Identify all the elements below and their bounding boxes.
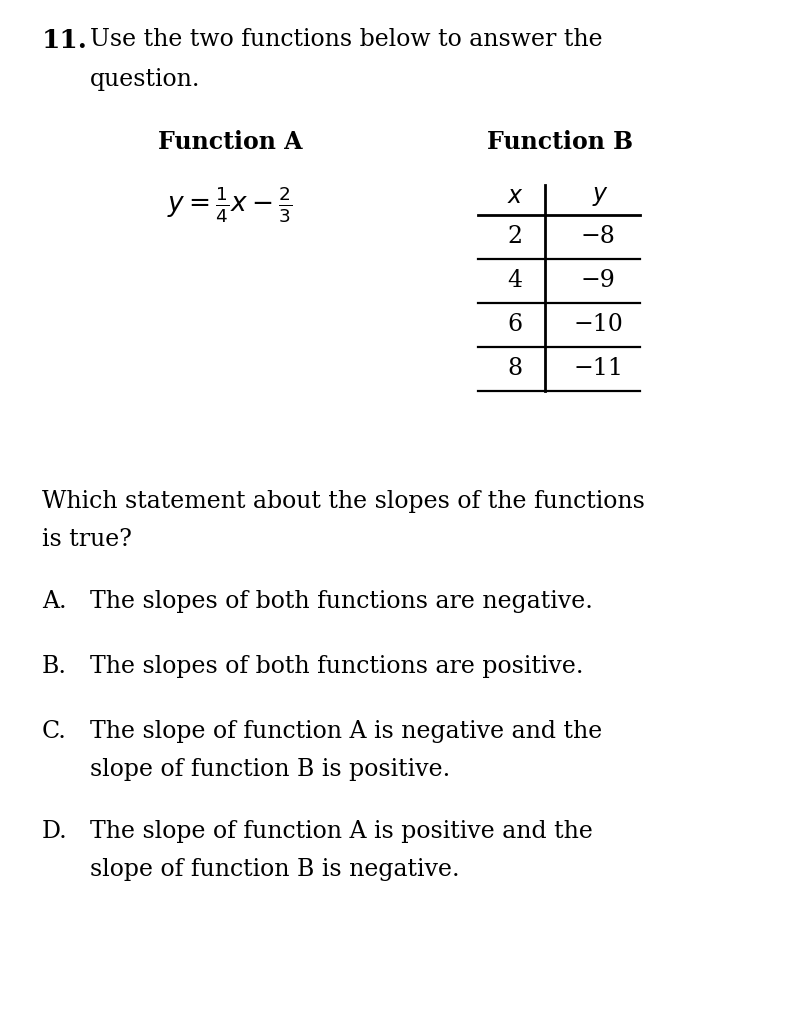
Text: $y$: $y$ [591, 185, 609, 208]
Text: −10: −10 [573, 313, 623, 336]
Text: Function A: Function A [158, 130, 302, 154]
Text: −8: −8 [581, 225, 615, 248]
Text: The slopes of both functions are positive.: The slopes of both functions are positiv… [90, 655, 583, 678]
Text: is true?: is true? [42, 528, 132, 551]
Text: 2: 2 [507, 225, 522, 248]
Text: question.: question. [90, 68, 201, 91]
Text: A.: A. [42, 590, 66, 613]
Text: D.: D. [42, 820, 68, 843]
Text: 6: 6 [507, 313, 522, 336]
Text: The slope of function A is negative and the: The slope of function A is negative and … [90, 720, 602, 743]
Text: 8: 8 [507, 357, 522, 380]
Text: B.: B. [42, 655, 67, 678]
Text: Function B: Function B [487, 130, 633, 154]
Text: Use the two functions below to answer the: Use the two functions below to answer th… [90, 28, 602, 51]
Text: C.: C. [42, 720, 67, 743]
Text: Which statement about the slopes of the functions: Which statement about the slopes of the … [42, 490, 645, 513]
Text: The slope of function A is positive and the: The slope of function A is positive and … [90, 820, 593, 843]
Text: −11: −11 [573, 357, 623, 380]
Text: 4: 4 [507, 269, 522, 292]
Text: −9: −9 [581, 269, 615, 292]
Text: slope of function B is positive.: slope of function B is positive. [90, 758, 450, 781]
Text: slope of function B is negative.: slope of function B is negative. [90, 858, 460, 881]
Text: $y = \frac{1}{4}x - \frac{2}{3}$: $y = \frac{1}{4}x - \frac{2}{3}$ [167, 185, 293, 225]
Text: The slopes of both functions are negative.: The slopes of both functions are negativ… [90, 590, 593, 613]
Text: 11.: 11. [42, 28, 88, 53]
Text: $x$: $x$ [506, 185, 523, 208]
